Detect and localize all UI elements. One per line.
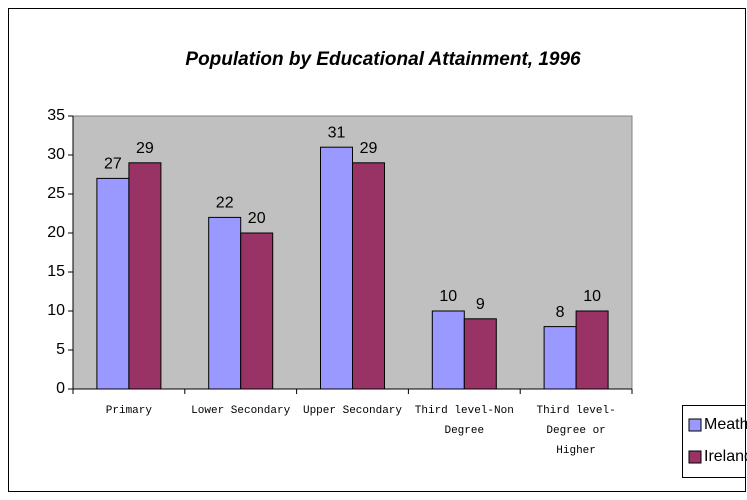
y-tick-label: 20 — [47, 224, 65, 241]
value-label: 31 — [328, 124, 346, 141]
value-label: 8 — [556, 304, 565, 321]
y-tick-label: 15 — [47, 263, 65, 280]
chart-title: Population by Educational Attainment, 19… — [185, 49, 581, 70]
value-label: 29 — [136, 140, 154, 157]
value-label: 29 — [360, 140, 378, 157]
x-tick-label: Third level-Non Degree — [414, 405, 514, 437]
legend — [682, 405, 746, 478]
y-tick-label: 0 — [56, 380, 65, 397]
y-tick-label: 10 — [47, 302, 65, 319]
value-label: 9 — [476, 296, 485, 313]
x-tick-label: Upper Secondary — [302, 405, 403, 417]
x-tick-label: Primary — [105, 405, 152, 417]
x-tick-label: Lower Secondary — [191, 405, 291, 417]
legend-label: Meath — [704, 416, 747, 433]
value-label: 10 — [439, 288, 457, 305]
x-tick-label: Third level-Degree or Higher — [536, 405, 616, 457]
y-tick-label: 30 — [47, 146, 65, 163]
legend-label: Ireland — [704, 448, 747, 465]
bar — [352, 162, 385, 390]
bar — [575, 310, 609, 390]
bar — [463, 318, 497, 390]
y-tick-label: 25 — [47, 185, 65, 202]
value-label: 10 — [583, 288, 601, 305]
bar — [240, 232, 274, 390]
legend-swatch — [688, 450, 702, 464]
bar — [96, 177, 130, 390]
bar — [431, 310, 465, 390]
bar — [543, 326, 577, 390]
y-tick-label: 35 — [47, 107, 65, 124]
bar — [128, 162, 162, 390]
bar — [320, 146, 353, 390]
legend-swatch — [688, 418, 702, 432]
value-label: 27 — [104, 156, 122, 173]
value-label: 20 — [248, 210, 266, 227]
y-tick-label: 5 — [56, 341, 65, 358]
bar — [208, 216, 242, 390]
value-label: 22 — [216, 195, 234, 212]
